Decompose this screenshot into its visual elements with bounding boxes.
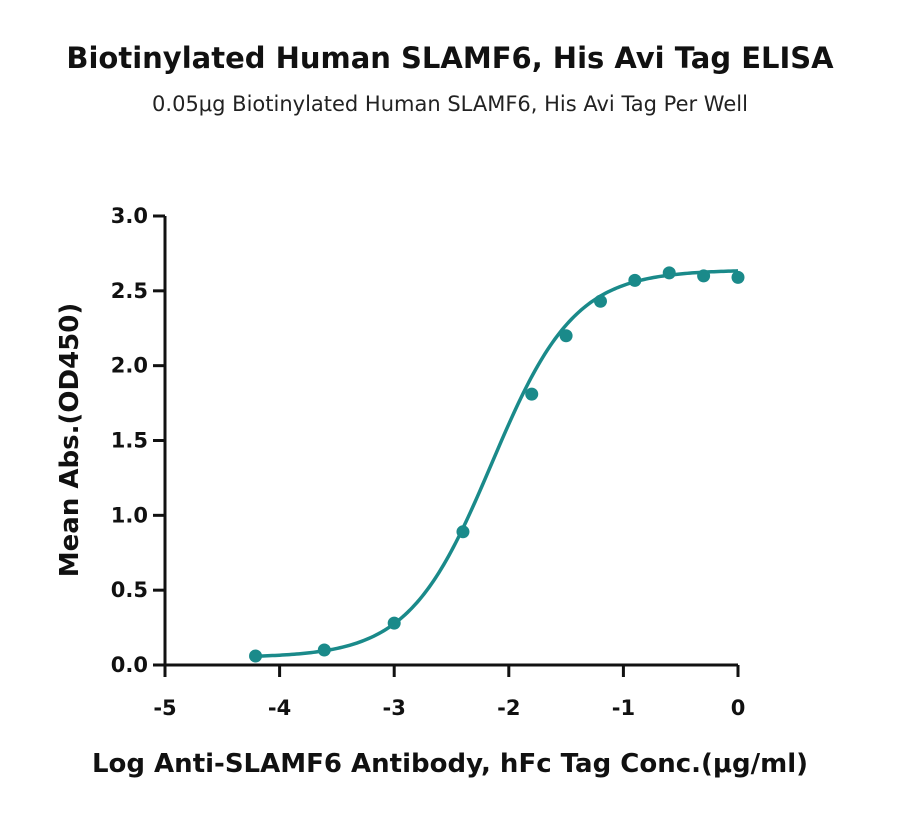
x-tick-label: -3 <box>383 696 406 720</box>
y-tick-label: 2.0 <box>111 354 148 378</box>
data-point <box>662 266 676 280</box>
data-point <box>249 649 263 663</box>
y-axis: 0.0 0.5 1.0 1.5 2.0 2.5 3.0 <box>111 204 167 677</box>
data-point <box>731 270 745 284</box>
chart-subtitle: 0.05μg Biotinylated Human SLAMF6, His Av… <box>152 92 748 116</box>
x-tick-label: -1 <box>612 696 635 720</box>
y-tick-label: 2.5 <box>111 279 148 303</box>
data-point <box>525 387 539 401</box>
data-point <box>317 643 331 657</box>
y-tick-label: 1.0 <box>111 503 148 527</box>
x-axis: -5 -4 -3 -2 -1 0 <box>153 663 746 720</box>
x-tick-label: -5 <box>153 696 176 720</box>
x-tick-label: -4 <box>268 696 291 720</box>
data-point <box>387 616 401 630</box>
x-axis-label: Log Anti-SLAMF6 Antibody, hFc Tag Conc.(… <box>92 749 808 779</box>
y-tick-label: 3.0 <box>111 204 148 228</box>
chart-title: Biotinylated Human SLAMF6, His Avi Tag E… <box>66 41 834 75</box>
data-point <box>559 329 573 343</box>
y-tick-label: 0.0 <box>111 653 148 677</box>
data-point <box>697 269 711 283</box>
x-tick-label: -2 <box>497 696 520 720</box>
y-tick-label: 0.5 <box>111 578 148 602</box>
y-tick-label: 1.5 <box>111 429 148 453</box>
fit-curve <box>255 269 739 658</box>
y-axis-label: Mean Abs.(OD450) <box>55 303 85 577</box>
plot-area <box>249 266 745 663</box>
data-point <box>628 273 642 287</box>
data-point <box>456 525 470 539</box>
x-tick-label: 0 <box>731 696 746 720</box>
data-point <box>593 294 607 308</box>
